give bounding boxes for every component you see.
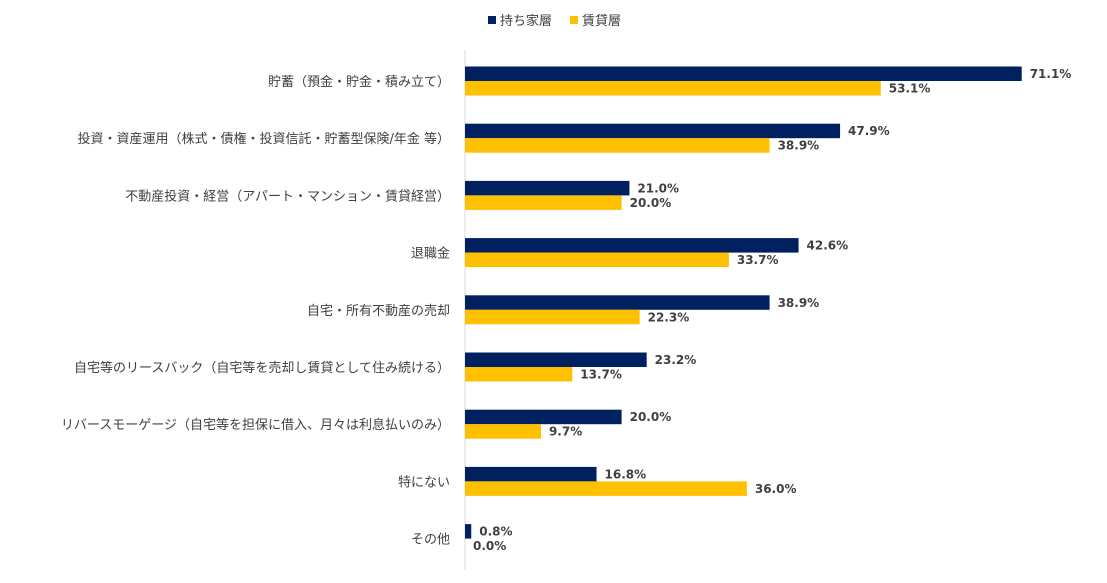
- bar-s1-c2: [465, 195, 622, 210]
- category-label-8: その他: [411, 533, 450, 548]
- bar-s1-c0: [465, 81, 881, 96]
- value-label-s1-c1: 38.9%: [778, 139, 820, 153]
- value-label-s1-c3: 33.7%: [737, 253, 779, 267]
- legend-label-0: 持ち家層: [500, 13, 552, 29]
- value-label-s1-c6: 9.7%: [549, 425, 582, 439]
- value-label-s1-c8: 0.0%: [473, 539, 506, 553]
- category-label-7: 特にない: [398, 475, 450, 490]
- value-label-s0-c5: 23.2%: [655, 353, 697, 367]
- bar-s0-c2: [465, 180, 630, 196]
- bar-s1-c5: [465, 367, 573, 382]
- bar-s0-c1: [465, 123, 841, 139]
- value-label-s0-c2: 21.0%: [637, 181, 679, 195]
- legend-swatch-0: [488, 16, 496, 24]
- category-label-0: 貯蓄（預金・貯金・積み立て）: [268, 74, 450, 90]
- value-label-s0-c8: 0.8%: [479, 525, 512, 539]
- category-label-1: 投資・資産運用（株式・債権・投資信託・貯蓄型保険/年金 等）: [77, 131, 450, 147]
- bar-s1-c6: [465, 424, 541, 439]
- bar-s1-c3: [465, 252, 729, 268]
- bar-s0-c0: [465, 66, 1022, 81]
- bar-s1-c7: [465, 481, 747, 496]
- bar-s1-c1: [465, 138, 770, 153]
- value-label-s1-c2: 20.0%: [630, 196, 672, 210]
- bar-s0-c6: [465, 409, 622, 425]
- value-label-s1-c5: 13.7%: [580, 368, 622, 382]
- bars: [465, 66, 1022, 539]
- legend: 持ち家層 賃貸層: [488, 13, 621, 29]
- bar-s0-c3: [465, 238, 799, 253]
- value-labels: 71.1%53.1%47.9%38.9%21.0%20.0%42.6%33.7%…: [473, 67, 1071, 553]
- value-label-s1-c7: 36.0%: [755, 482, 797, 496]
- value-label-s1-c4: 22.3%: [648, 310, 690, 324]
- value-label-s1-c0: 53.1%: [889, 82, 931, 96]
- category-label-5: 自宅等のリースバック（自宅等を売却し賃貸として住み続ける）: [74, 360, 450, 376]
- bar-s0-c5: [465, 352, 647, 367]
- value-label-s0-c1: 47.9%: [848, 124, 890, 138]
- bar-s0-c8: [465, 524, 472, 539]
- legend-swatch-1: [570, 16, 578, 24]
- category-label-2: 不動産投資・経営（アパート・マンション・賃貸経営）: [125, 188, 450, 204]
- category-labels: 貯蓄（預金・貯金・積み立て） 投資・資産運用（株式・債権・投資信託・貯蓄型保険/年…: [61, 74, 450, 548]
- category-label-4: 自宅・所有不動産の売却: [307, 303, 450, 319]
- category-label-6: リバースモーゲージ（自宅等を担保に借入、月々は利息払いのみ）: [61, 417, 450, 433]
- bar-s1-c4: [465, 309, 640, 325]
- legend-label-1: 賃貸層: [582, 13, 621, 29]
- category-label-3: 退職金: [411, 246, 450, 262]
- bar-s0-c7: [465, 466, 597, 482]
- bar-s0-c4: [465, 295, 770, 310]
- value-label-s0-c0: 71.1%: [1030, 67, 1072, 81]
- value-label-s0-c7: 16.8%: [605, 467, 647, 481]
- value-label-s0-c3: 42.6%: [807, 239, 849, 253]
- value-label-s0-c6: 20.0%: [630, 410, 672, 424]
- value-label-s0-c4: 38.9%: [778, 296, 820, 310]
